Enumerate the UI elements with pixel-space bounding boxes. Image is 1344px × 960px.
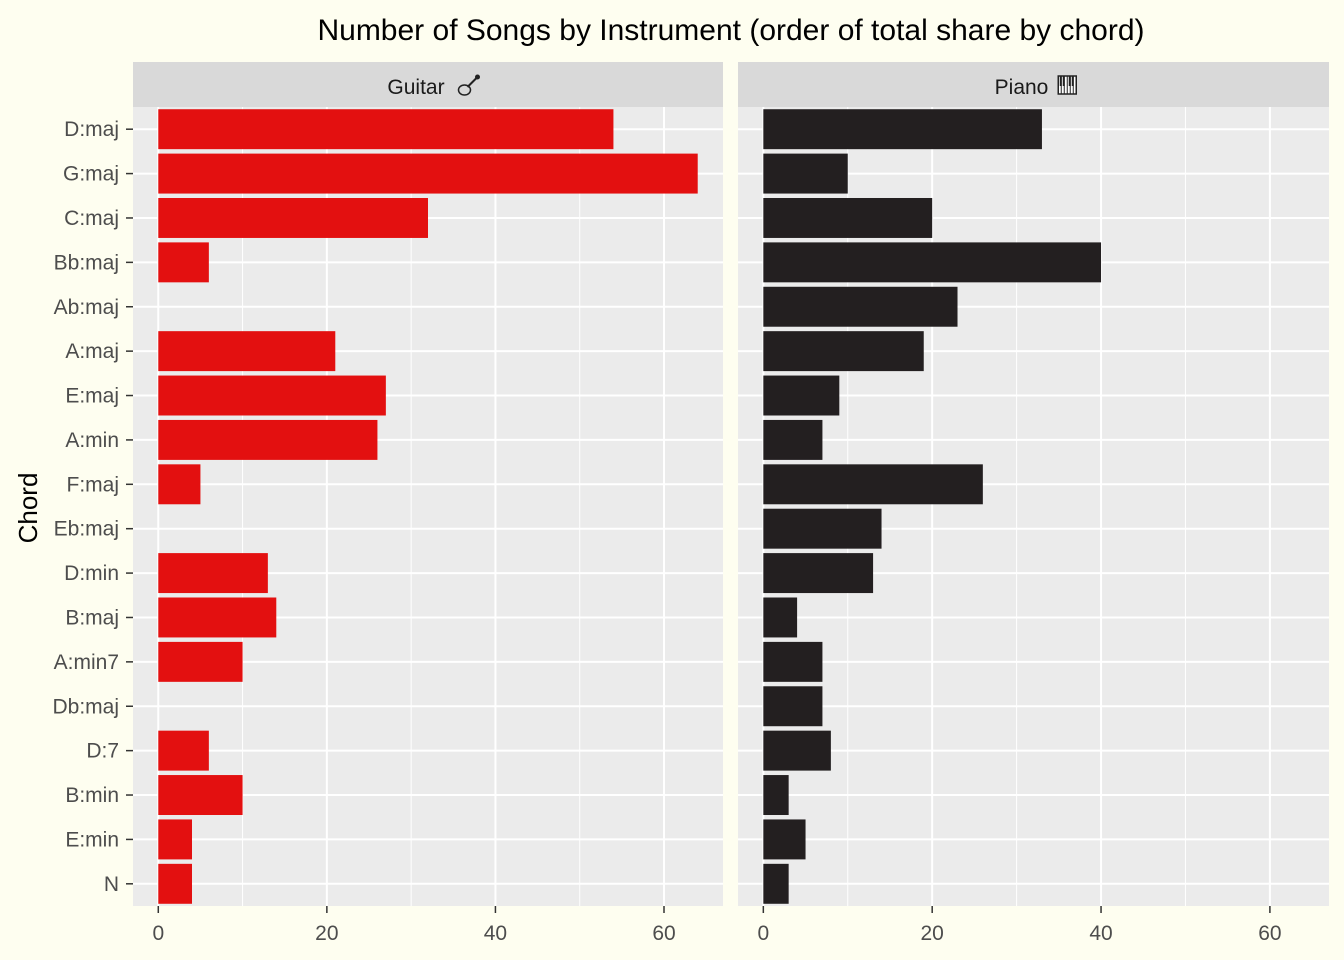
facet-strip-label: Guitar: [387, 76, 444, 99]
y-tick-label: A:min7: [54, 651, 119, 674]
bar: [158, 331, 336, 372]
bar: [763, 242, 1102, 283]
bar: [158, 641, 243, 682]
facet-panel-guitar: Guitar 0 20 40 60: [133, 62, 723, 945]
x-tick-label: 20: [315, 922, 338, 945]
facet-panels: Guitar 0 20 40 60 Piano 0 20 40 60: [133, 62, 1329, 945]
y-tick-label: C:maj: [64, 207, 119, 230]
y-tick-label: B:maj: [65, 606, 119, 629]
x-tick-label: 60: [652, 922, 675, 945]
bar: [158, 419, 378, 460]
x-tick-label: 40: [1089, 922, 1112, 945]
x-tick-label: 60: [1258, 922, 1281, 945]
bar: [158, 375, 386, 416]
bar: [763, 419, 823, 460]
facet-strip: [738, 62, 1329, 107]
bar: [763, 597, 798, 638]
bar: [158, 242, 209, 283]
bar: [763, 819, 806, 860]
y-tick-label: G:maj: [63, 163, 119, 186]
y-tick-label: B:min: [65, 784, 119, 807]
bar: [763, 730, 831, 771]
piano-keys-icon: [1057, 75, 1077, 95]
bar: [763, 464, 983, 505]
y-tick-label: A:maj: [65, 340, 119, 363]
bar: [158, 863, 192, 904]
bar: [158, 730, 209, 771]
bar: [763, 553, 874, 594]
chart-title: Number of Songs by Instrument (order of …: [317, 14, 1144, 47]
y-tick-label: F:maj: [67, 473, 120, 496]
guitar-icon: [457, 74, 480, 96]
facet-strip-label: Piano: [995, 76, 1049, 99]
bar: [763, 863, 789, 904]
y-tick-label: E:maj: [65, 385, 119, 408]
bar: [763, 109, 1042, 150]
bar: [763, 286, 958, 327]
y-tick-label: N: [104, 873, 119, 896]
bar: [158, 197, 429, 238]
y-axis-title: Chord: [13, 473, 43, 544]
y-tick-label: D:maj: [64, 118, 119, 141]
y-tick-label: Eb:maj: [54, 518, 119, 541]
x-tick-label: 20: [921, 922, 944, 945]
bar: [763, 197, 933, 238]
bar: [763, 686, 823, 727]
y-tick-label: Db:maj: [52, 695, 119, 718]
bar: [763, 641, 823, 682]
x-tick-label: 0: [757, 922, 769, 945]
x-tick-label: 40: [484, 922, 507, 945]
bar: [158, 109, 614, 150]
bar: [763, 775, 789, 816]
y-tick-label: Ab:maj: [54, 296, 119, 319]
y-tick-label: D:7: [86, 740, 119, 763]
y-axis: D:maj G:maj C:maj Bb:maj Ab:maj A:maj E:maj A:m…: [52, 118, 133, 896]
y-tick-label: D:min: [64, 562, 119, 585]
facet-strip: [133, 62, 723, 107]
panel-background: [133, 107, 723, 906]
y-tick-label: Bb:maj: [54, 251, 119, 274]
bar: [158, 775, 243, 816]
bar: [158, 553, 268, 594]
y-tick-label: A:min: [65, 429, 119, 452]
bar: [158, 153, 698, 194]
panel-background: [738, 107, 1329, 906]
bar: [158, 464, 201, 505]
y-tick-label: E:min: [65, 828, 119, 851]
x-tick-label: 0: [152, 922, 164, 945]
facet-panel-piano: Piano 0 20 40 60: [738, 62, 1329, 945]
bar: [763, 331, 924, 372]
bar: [763, 375, 840, 416]
bar: [763, 153, 848, 194]
bar: [158, 597, 277, 638]
bar: [763, 508, 882, 549]
bar: [158, 819, 192, 860]
